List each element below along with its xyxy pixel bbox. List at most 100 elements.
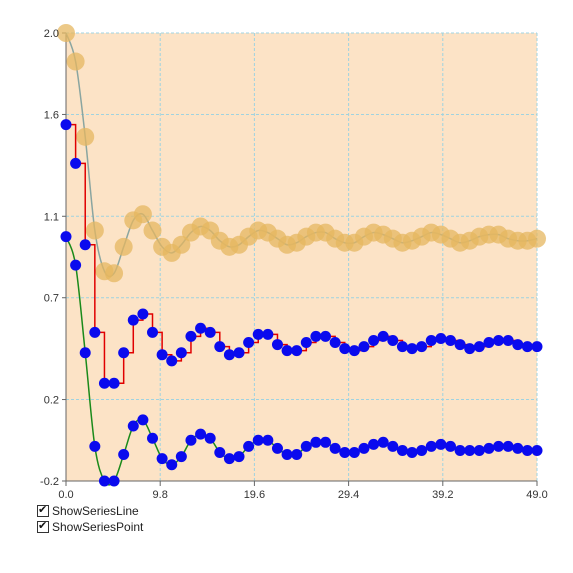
series-1-point — [105, 264, 124, 283]
series-3-point — [271, 442, 283, 454]
series-1-point — [172, 235, 191, 254]
series-2-point — [521, 341, 533, 353]
show-series-line-label: ShowSeriesLine — [52, 504, 139, 518]
line-chart: 0.0 9.8 19.6 29.4 39.2 49.0 -0.2 0.2 0.7 1.1 1.6 2.… — [40, 24, 548, 500]
series-2-point — [339, 343, 351, 355]
series-2-point — [233, 347, 245, 359]
series-2-point — [156, 349, 168, 361]
series-3-point — [233, 451, 245, 463]
x-tick-label: 0.0 — [58, 489, 73, 500]
series-2-point — [60, 119, 72, 131]
series-2-point — [70, 157, 82, 169]
series-3-point — [262, 434, 274, 446]
series-2-point — [281, 345, 293, 357]
series-2-point — [185, 330, 197, 342]
series-3-point — [473, 444, 485, 456]
series-3-point — [166, 459, 178, 471]
show-series-line-checkbox[interactable]: ✔ — [37, 503, 49, 517]
series-2-point — [175, 347, 187, 359]
series-2-point — [204, 326, 216, 338]
series-2-point — [416, 341, 428, 353]
series-3-point — [204, 432, 216, 444]
series-2-point — [108, 377, 120, 389]
series-2-point — [166, 355, 178, 367]
series-2-point — [98, 377, 110, 389]
x-tick-label: 49.0 — [526, 489, 547, 500]
series-2-point — [406, 343, 418, 355]
series-2-point — [310, 330, 322, 342]
series-3-point — [493, 440, 505, 452]
series-2-point — [89, 326, 101, 338]
series-options: ✔ ShowSeriesLine ✔ ShowSeriesPoint — [37, 503, 143, 535]
series-3-point — [368, 438, 380, 450]
y-tick-label: 0.7 — [44, 293, 59, 305]
series-3-point — [60, 231, 72, 243]
series-layer — [57, 24, 546, 487]
series-3-point — [387, 440, 399, 452]
series-2-point — [262, 328, 274, 340]
series-3-point — [435, 438, 447, 450]
series-3-point — [406, 446, 418, 458]
series-3-point — [425, 440, 437, 452]
series-3-point — [339, 446, 351, 458]
series-1-point — [528, 229, 546, 248]
series-3-point — [195, 428, 207, 440]
series-3-point — [291, 449, 303, 461]
series-3-point — [108, 475, 120, 487]
series-3-point — [281, 449, 293, 461]
series-3-point — [147, 432, 159, 444]
series-2-point — [195, 322, 207, 334]
x-tick-label: 9.8 — [153, 489, 168, 500]
series-3-point — [243, 440, 255, 452]
series-2-point — [502, 334, 514, 346]
series-3-point — [521, 444, 533, 456]
series-2-point — [271, 339, 283, 351]
series-3-point — [396, 444, 408, 456]
series-3-point — [137, 414, 149, 426]
series-3-point — [329, 442, 341, 454]
series-3-point — [444, 440, 456, 452]
series-2-point — [79, 239, 91, 251]
checkmark-icon: ✔ — [38, 503, 48, 516]
axes — [62, 32, 538, 486]
series-2-point — [291, 345, 303, 357]
series-3-point — [252, 434, 264, 446]
series-3-point — [310, 436, 322, 448]
y-tick-label: 0.2 — [44, 395, 59, 407]
series-2-point — [223, 349, 235, 361]
series-2-point — [531, 341, 543, 353]
series-3 — [60, 231, 543, 487]
series-3-point — [175, 451, 187, 463]
series-2-point — [454, 339, 466, 351]
series-2-point — [396, 341, 408, 353]
series-3-point — [118, 449, 130, 461]
checkmark-icon: ✔ — [38, 519, 48, 532]
series-3-point — [320, 436, 332, 448]
tick-labels: 0.0 9.8 19.6 29.4 39.2 49.0 -0.2 0.2 0.7 1.1 1.6 2.… — [40, 28, 548, 500]
series-2-point — [444, 334, 456, 346]
series-1-point — [66, 52, 85, 71]
show-series-line-option[interactable]: ✔ ShowSeriesLine — [37, 503, 143, 519]
show-series-point-label: ShowSeriesPoint — [52, 520, 144, 534]
series-3-point — [223, 453, 235, 465]
series-2-point — [435, 332, 447, 344]
series-2-point — [512, 339, 524, 351]
show-series-point-option[interactable]: ✔ ShowSeriesPoint — [37, 519, 143, 535]
series-1 — [57, 24, 546, 283]
y-tick-label: -0.2 — [40, 476, 59, 488]
series-3-point — [300, 440, 312, 452]
series-1-point — [133, 205, 152, 224]
series-2-point — [348, 345, 360, 357]
series-3-point — [185, 434, 197, 446]
series-3-point — [358, 442, 370, 454]
series-2-point — [127, 314, 139, 326]
show-series-point-checkbox[interactable]: ✔ — [37, 519, 49, 533]
series-3-point — [79, 347, 91, 359]
series-3-point — [454, 444, 466, 456]
series-2-point — [243, 337, 255, 349]
series-3-point — [483, 442, 495, 454]
series-2-point — [214, 341, 226, 353]
series-2-point — [483, 337, 495, 349]
x-tick-label: 39.2 — [432, 489, 453, 500]
series-3-point — [464, 444, 476, 456]
